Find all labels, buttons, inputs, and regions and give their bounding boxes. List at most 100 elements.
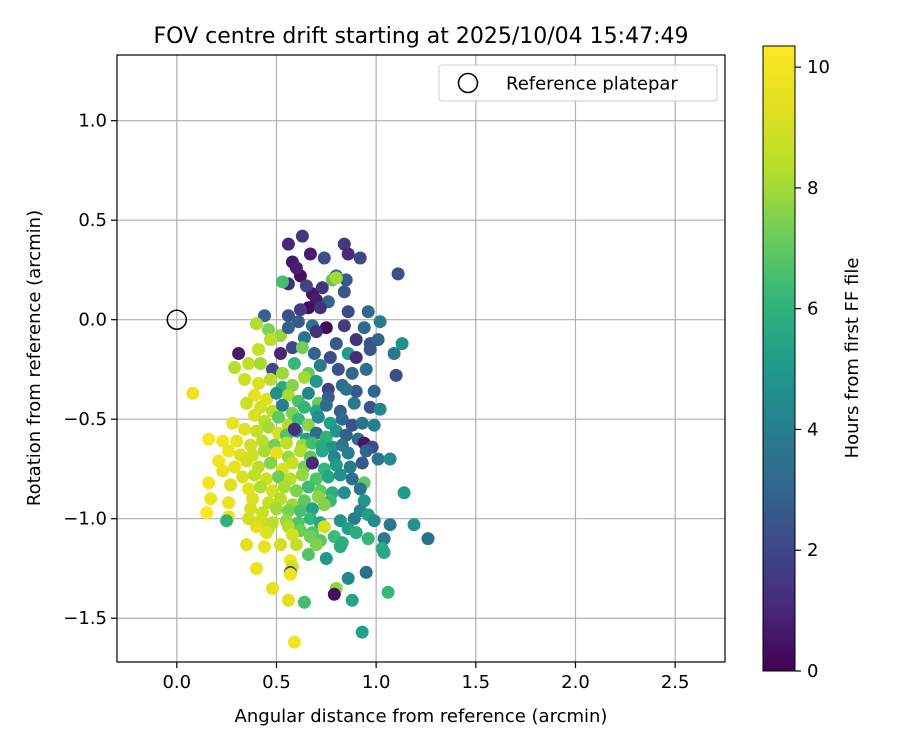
colorbar: 0 2 4 6 8 10 Hours from first FF file (762, 45, 863, 682)
scatter-point (274, 329, 287, 343)
scatter-point (248, 408, 261, 422)
scatter-point (264, 333, 277, 347)
scatter-point (285, 528, 299, 542)
scatter-point (373, 402, 387, 416)
scatter-point (295, 468, 309, 482)
scatter-point (355, 416, 369, 430)
scatter-point (254, 357, 267, 370)
scatter-point (347, 396, 361, 410)
x-tick-label: 1.5 (461, 672, 490, 693)
scatter-point (216, 464, 230, 478)
scatter-point (309, 472, 323, 486)
scatter-point (301, 480, 315, 494)
scatter-point (341, 247, 355, 261)
scatter-point (407, 518, 421, 532)
colorbar-tick-label: 2 (807, 540, 818, 561)
legend-box (438, 64, 718, 102)
scatter-point (353, 251, 367, 265)
scatter-point (421, 532, 435, 546)
scatter-point (291, 315, 305, 329)
y-tick-label: −1.5 (63, 608, 107, 629)
scatter-point (266, 362, 279, 376)
scatter-point (297, 331, 311, 345)
legend: Reference platepar (438, 64, 718, 102)
scatter-point (345, 593, 359, 607)
scatter-point (240, 454, 254, 468)
y-tick-label: −0.5 (63, 409, 107, 430)
scatter-point (274, 347, 287, 360)
scatter-point (283, 567, 297, 581)
scatter-point (216, 434, 230, 448)
scatter-point (202, 476, 216, 490)
scatter-point (371, 333, 385, 347)
scatter-point (329, 271, 343, 285)
scatter-point (337, 237, 351, 251)
x-axis: 0.0 0.5 1.0 1.5 2.0 2.5 (162, 662, 689, 693)
scatter-point (293, 303, 307, 317)
scatter-point (297, 370, 311, 384)
scatter-point (321, 470, 335, 484)
scatter-point (287, 422, 301, 436)
x-tick-label: 2.5 (661, 672, 690, 693)
scatter-point (347, 512, 361, 526)
scatter-point (305, 456, 319, 470)
x-tick-label: 0.0 (162, 672, 191, 693)
scatter-point (252, 376, 265, 390)
scatter-point (325, 440, 339, 454)
scatter-point (361, 305, 375, 319)
scatter-point (200, 506, 214, 520)
scatter-point (323, 351, 337, 364)
scatter-point (339, 428, 353, 442)
scatter-point (297, 595, 311, 609)
scatter-point (291, 412, 305, 426)
scatter-point (307, 347, 321, 360)
scatter-point (345, 472, 359, 486)
scatter-point (285, 456, 299, 470)
scatter-point (377, 546, 391, 559)
scatter-point (289, 261, 303, 275)
y-tick-label: −1.0 (63, 509, 107, 530)
scatter-point (299, 279, 313, 293)
scatter-point (186, 386, 200, 400)
scatter-point (363, 400, 377, 414)
scatter-point (295, 341, 309, 355)
scatter-point (281, 388, 295, 402)
scatter-point (204, 492, 218, 506)
scatter-point (337, 319, 351, 333)
scatter-point (228, 460, 242, 474)
scatter-point (337, 285, 351, 299)
scatter-point (232, 347, 246, 360)
scatter-point (333, 514, 347, 528)
scatter-point (295, 229, 309, 243)
scatter-point (202, 432, 216, 446)
colorbar-tick-label: 10 (807, 57, 830, 78)
x-tick-label: 2.0 (561, 672, 590, 693)
scatter-point (222, 444, 236, 458)
scatter-point (287, 357, 301, 370)
scatter-point (349, 526, 363, 540)
scatter-point (315, 444, 329, 458)
scatter-point (311, 410, 325, 424)
scatter-point (289, 538, 303, 552)
scatter-point (391, 267, 405, 281)
scatter-point (315, 281, 329, 295)
scatter-point (258, 444, 271, 458)
scatter-point (357, 321, 371, 335)
chart-title: FOV centre drift starting at 2025/10/04 … (154, 24, 689, 49)
y-axis-label: Rotation from reference (arcmin) (24, 210, 45, 506)
scatter-point (327, 587, 341, 601)
scatter-point (274, 492, 287, 506)
data-points (186, 229, 435, 649)
scatter-point (276, 275, 289, 289)
scatter-point (345, 418, 359, 432)
scatter-point (230, 434, 244, 448)
scatter-point (333, 468, 347, 482)
colorbar-tick-label: 4 (807, 419, 818, 440)
scatter-point (281, 593, 295, 607)
scatter-point (281, 321, 295, 335)
scatter-point (359, 362, 373, 376)
y-axis: 1.0 0.5 0.0 −0.5 −1.0 −1.5 (63, 111, 117, 629)
scatter-point (236, 470, 250, 484)
scatter-point (248, 468, 261, 482)
scatter-point (266, 581, 279, 595)
